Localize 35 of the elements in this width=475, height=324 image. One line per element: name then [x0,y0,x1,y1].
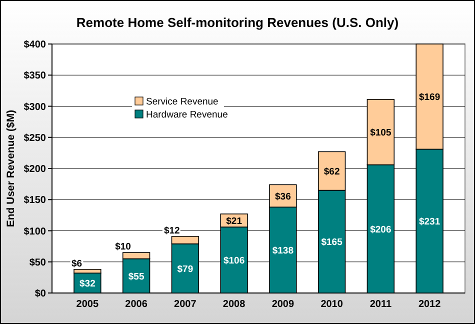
data-label: $206 [370,224,392,236]
y-tick-label: $200 [24,164,46,175]
data-label: $36 [275,191,291,202]
data-label: $138 [272,246,294,257]
y-tick-label: $350 [24,70,46,82]
data-label: $165 [321,237,344,248]
legend-label: Service Revenue [146,96,218,108]
y-tick-label: $100 [24,226,46,238]
y-tick-label: $50 [29,257,46,268]
y-tick-label: $400 [24,40,46,50]
y-tick-label: $0 [34,288,46,300]
y-axis-title: End User Revenue ($M) [5,110,17,228]
data-label: $10 [115,242,131,253]
data-label: $55 [128,271,145,282]
data-label: $231 [418,216,441,228]
x-tick-label: 2009 [272,299,294,310]
x-tick-label: 2012 [418,299,442,310]
data-label: $32 [80,278,96,290]
legend-label: Hardware Revenue [146,110,228,120]
data-label: $169 [418,92,440,104]
y-tick-label: $250 [24,132,46,144]
x-tick-label: 2008 [222,299,246,310]
x-tick-label: 2010 [320,299,344,310]
x-tick-label: 2005 [76,299,99,310]
data-label: $21 [226,216,243,227]
data-label: $106 [223,256,245,267]
x-tick-label: 2007 [174,299,197,310]
x-tick-label: 2011 [370,299,392,310]
y-tick-label: $300 [24,102,46,113]
data-label: $62 [324,166,340,178]
data-label: $79 [177,264,194,275]
y-tick-label: $150 [24,195,46,206]
chart-title: Remote Home Self-monitoring Revenues (U.S. Only) [76,15,399,30]
x-tick-label: 2006 [125,299,148,310]
data-label: $105 [370,128,392,139]
